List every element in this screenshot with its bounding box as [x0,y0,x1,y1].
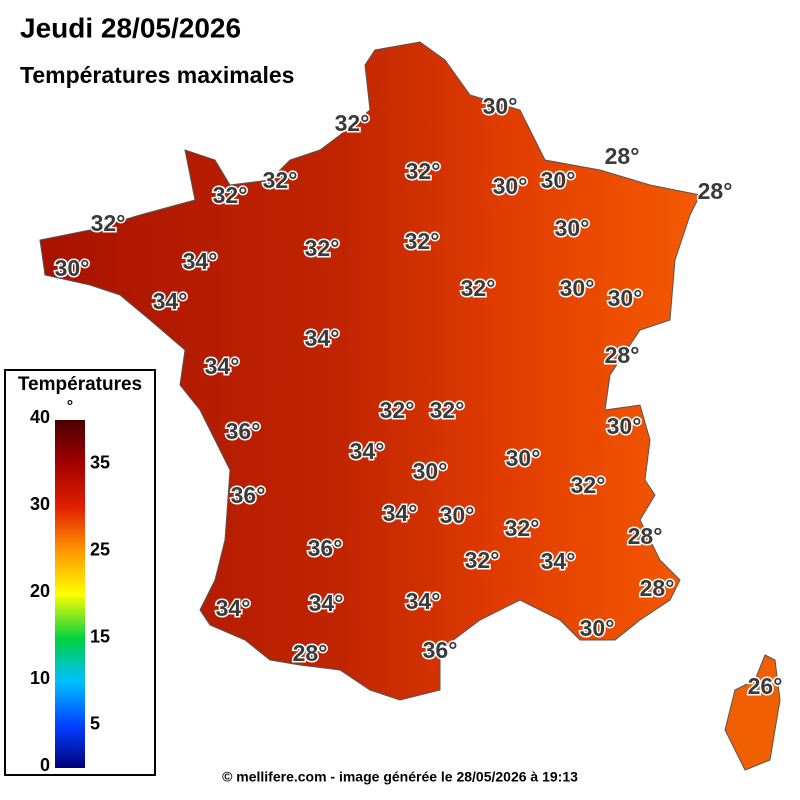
temperature-label: 28° [698,178,733,204]
legend-tick-label: 20 [30,581,50,601]
temperature-label: 34° [406,588,441,614]
temperature-label: 30° [440,502,475,528]
legend-title: Températures [18,374,142,395]
legend-tick-label: 40 [30,407,50,427]
temperature-label: 30° [541,167,576,193]
legend-tick-label: 30 [30,494,50,514]
temperature-label: 30° [483,93,518,119]
temperature-label: 26° [748,673,783,699]
temperature-label: 34° [153,288,188,314]
temperature-label: 34° [216,595,251,621]
temperature-label: 32° [263,167,298,193]
temperature-label: 30° [55,255,90,281]
temperature-label: 30° [580,615,615,641]
temperature-labels: 30°32°28°32°32° 30° 30° 28°32°32° 30°32°32°3… [53,92,784,701]
temperature-label: 30° [560,275,595,301]
temperature-label: 28° [628,523,663,549]
temperature-label: 28° [605,342,640,368]
temperature-label: 36° [231,482,266,508]
legend-tick-label: 25 [90,539,110,559]
temperature-label: 30° [493,173,528,199]
temperature-label: 32° [405,228,440,254]
corsica [724,654,781,771]
france [39,41,701,701]
footer: © mellifere.com - image générée le 28/05… [222,769,578,785]
temperature-label: 32° [305,235,340,261]
temperature-label: 32° [461,275,496,301]
temperature-label: 36° [308,535,343,561]
temperature-label: 30° [506,445,541,471]
legend-tick-label: 0 [40,755,50,775]
title: Jeudi 28/05/2026 [20,12,241,43]
temperature-label: 34° [309,590,344,616]
temperature-label: 34° [350,438,385,464]
legend-tick-label: 35 [90,452,110,472]
temperature-label: 32° [91,210,126,236]
temperature-label: 32° [430,397,465,423]
subtitle: Températures maximales [20,62,294,88]
temperature-label: 36° [226,418,261,444]
temperature-label: 36° [423,637,458,663]
temperature-label: 32° [335,110,370,136]
temperature-label: 28° [293,640,328,666]
temperature-label: 30° [608,285,643,311]
temperature-label: 30° [555,215,590,241]
temperature-label: 32° [380,397,415,423]
temperature-label: 32° [406,158,441,184]
temperature-label: 32° [505,515,540,541]
temperature-label: 34° [541,548,576,574]
temperature-label: 28° [640,575,675,601]
temperature-label: 32° [465,547,500,573]
temperature-label: 28° [605,143,640,169]
temperature-label: 30° [607,413,642,439]
legend-unit: ° [67,398,73,415]
temperature-label: 32° [213,182,248,208]
temperature-label: 34° [183,248,218,274]
temperature-label: 32° [571,472,606,498]
temperature-label: 34° [305,325,340,351]
color-bar [55,420,85,768]
temperature-label: 30° [413,458,448,484]
temperature-label: 34° [205,353,240,379]
legend-tick-label: 10 [30,668,50,688]
legend-tick-label: 5 [90,713,100,733]
temperature-label: 34° [383,500,418,526]
legend-tick-label: 15 [90,626,110,646]
